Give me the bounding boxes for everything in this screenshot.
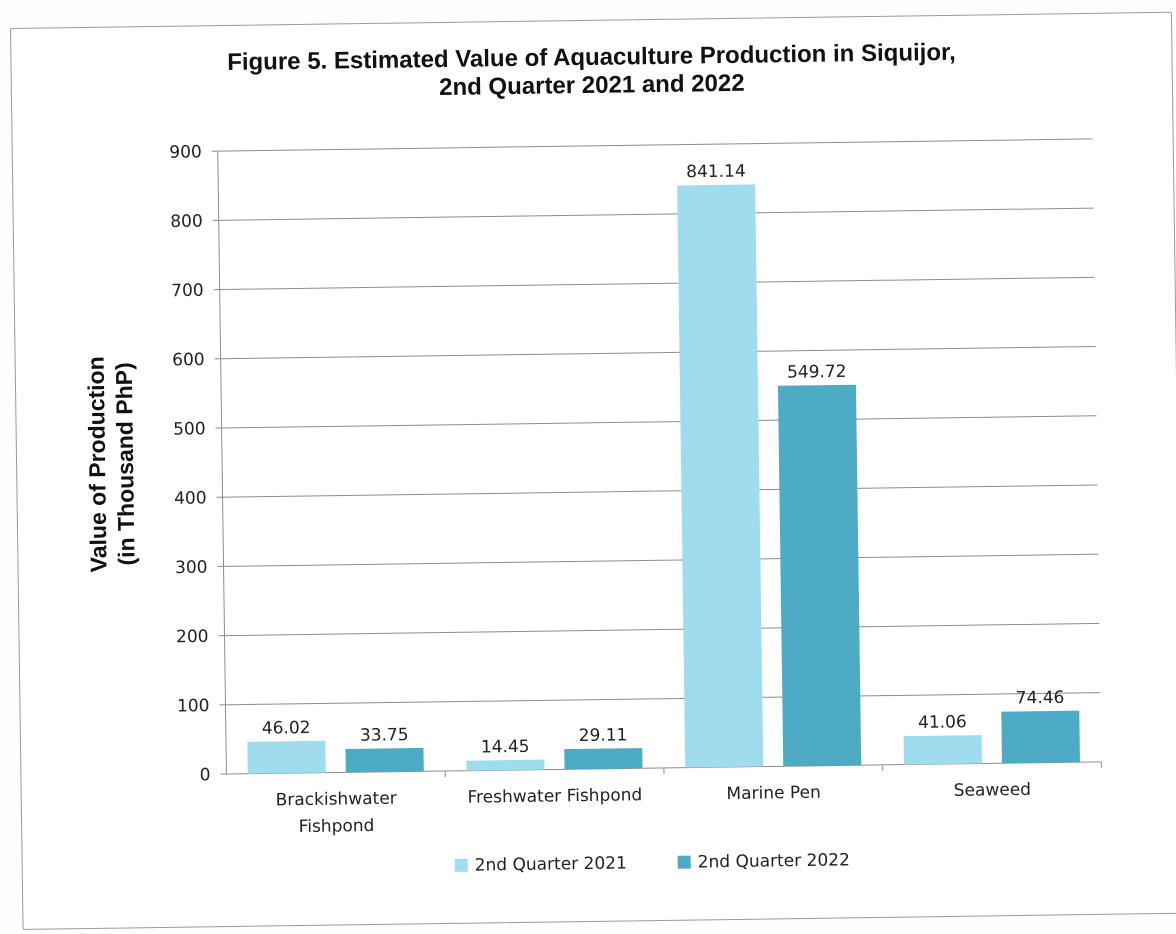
data-label: 46.02 <box>262 718 311 739</box>
gridline <box>222 484 1098 498</box>
y-tick-label: 700 <box>171 281 204 301</box>
y-tick-label: 800 <box>170 212 203 232</box>
legend-swatch-1 <box>454 858 468 872</box>
bar-chart: 0 100 200 300 400 500 600 700 800 900 Value of Pro… <box>83 138 1102 876</box>
bar-1-1 <box>247 740 326 774</box>
x-category-label: Seaweed <box>954 780 1032 801</box>
gridline <box>220 346 1096 360</box>
gridline <box>217 138 1093 152</box>
y-axis-title-line2: (in Thousand PhP) <box>111 362 140 565</box>
bar-1-3 <box>677 184 764 768</box>
legend-swatch-2 <box>677 855 691 869</box>
y-tick-label: 0 <box>199 765 210 785</box>
bar-2-4 <box>1001 710 1080 764</box>
legend-label-1: 2nd Quarter 2021 <box>475 853 627 875</box>
y-tick-label: 100 <box>177 696 210 716</box>
bar-1-2 <box>466 759 545 771</box>
x-category-label: Marine Pen <box>726 783 821 804</box>
x-category-label: Freshwater Fishpond <box>467 785 642 807</box>
gridline <box>221 415 1097 429</box>
y-tick-label: 500 <box>173 419 206 439</box>
x-category-label: Fishpond <box>299 816 375 837</box>
y-axis-line <box>217 151 227 775</box>
y-tick-label: 900 <box>169 142 202 162</box>
gridline <box>219 276 1095 291</box>
y-tick-label: 400 <box>174 488 207 508</box>
bar-1-4 <box>903 735 982 765</box>
bar-2-1 <box>345 747 424 773</box>
data-label: 549.72 <box>787 362 847 383</box>
y-tick-label: 200 <box>176 627 209 647</box>
x-category-label: Brackishwater <box>276 789 397 811</box>
data-label: 29.11 <box>579 725 628 746</box>
data-label: 41.06 <box>918 712 967 733</box>
bar-2-2 <box>564 748 643 770</box>
data-label: 33.75 <box>360 725 409 746</box>
gridline <box>225 692 1101 706</box>
gridline <box>224 622 1100 637</box>
legend-label-2: 2nd Quarter 2022 <box>698 850 850 872</box>
y-tick-label: 600 <box>172 350 205 370</box>
gridline <box>218 207 1094 221</box>
data-label: 841.14 <box>686 161 746 182</box>
data-label: 14.45 <box>481 737 530 758</box>
y-axis-title-line1: Value of Production <box>83 356 112 572</box>
chart-frame: Figure 5. Estimated Value of Aquaculture… <box>10 11 1176 930</box>
y-tick-label: 300 <box>175 558 208 578</box>
gridline <box>223 553 1099 567</box>
bar-2-3 <box>777 384 862 767</box>
data-label: 74.46 <box>1016 688 1065 709</box>
